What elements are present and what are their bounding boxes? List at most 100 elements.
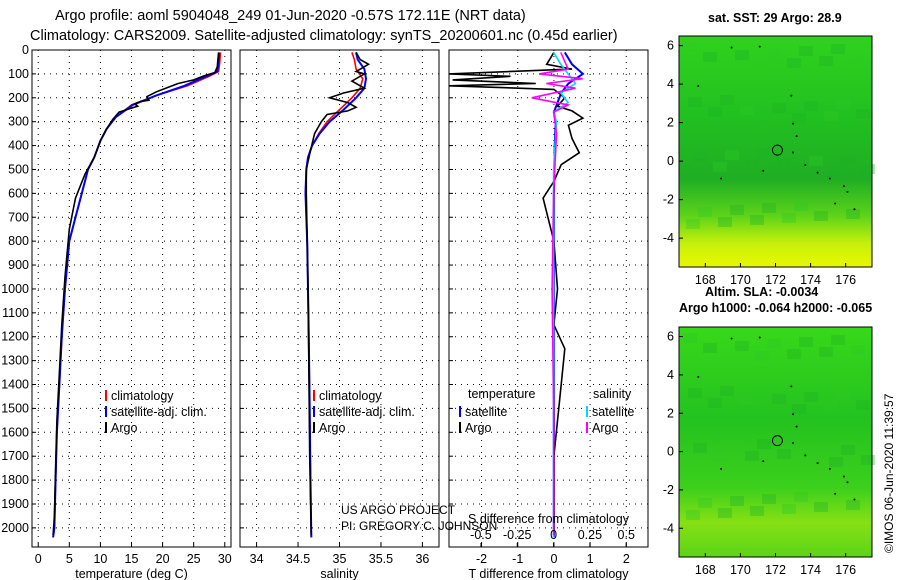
x-tick-label: 30: [218, 552, 232, 566]
salinity-panel: 34 34.5 35 35.5 36 salinity climatology satelli…: [239, 49, 440, 580]
map-cell: [851, 345, 865, 355]
map-cell: [841, 445, 855, 455]
map-cell: [836, 390, 850, 400]
x-tick-label: 1: [587, 552, 594, 566]
island-dot: [697, 375, 700, 378]
map-cell: [730, 205, 744, 215]
y-tick-label: 1200: [1, 330, 29, 344]
map-cell: [735, 341, 749, 351]
map-x-tick-label: 176: [835, 273, 856, 287]
sst-label: sat. SST:: [708, 11, 760, 25]
temperature-panel: 0100200300400500600700800900100011001200…: [1, 43, 232, 580]
map-cell: [745, 160, 759, 170]
map-cell: [824, 402, 838, 412]
x-tick-label: 25: [187, 552, 201, 566]
x-tick-label: 5: [66, 552, 73, 566]
map-cell: [799, 46, 813, 56]
y-tick-label: 1600: [1, 425, 29, 439]
x-tick-label: 35: [333, 552, 347, 566]
map-cell: [693, 443, 707, 453]
y-tick-label: 400: [8, 139, 29, 153]
map-cell: [750, 506, 764, 516]
argo-location-marker: [771, 144, 783, 156]
map-cell: [804, 101, 818, 111]
map-cell: [831, 44, 845, 54]
y-tick-label: 1100: [2, 306, 29, 320]
secondary-x-tick-label: 0.25: [578, 528, 602, 542]
island-dot: [720, 467, 723, 470]
map-cell: [841, 154, 855, 164]
map-cell: [718, 508, 732, 518]
secondary-x-tick-label: 0.5: [618, 528, 635, 542]
y-tick-label: 800: [8, 234, 29, 248]
map-cell: [718, 217, 732, 227]
map-cell: [831, 335, 845, 345]
figure-title-line2: Climatology: CARS2009. Satellite-adjuste…: [30, 28, 618, 44]
map-cell: [861, 164, 875, 174]
map-x-tick-label: 172: [765, 563, 786, 577]
map-cell: [735, 50, 749, 60]
x-tick-label: -1: [512, 552, 523, 566]
island-dot: [853, 208, 856, 211]
y-tick-label: 0: [22, 43, 29, 57]
map-cell: [846, 500, 860, 510]
map-cell: [757, 439, 771, 449]
island-dot: [792, 441, 795, 444]
map-cell: [836, 99, 850, 109]
map-cell: [730, 496, 744, 506]
legend-label: satellite: [592, 405, 634, 419]
map-cell: [725, 150, 739, 160]
map-cell: [708, 107, 722, 117]
map-cell: [772, 103, 786, 113]
map-cell: [814, 502, 828, 512]
x-tick-label: 0: [550, 552, 557, 566]
series-line-argo: [52, 52, 220, 536]
y-tick-label: 1300: [1, 354, 29, 368]
island-dot: [790, 94, 793, 97]
map-cell: [856, 109, 870, 119]
map-y-tick-label: 4: [667, 368, 674, 382]
map-y-tick-label: -2: [663, 483, 674, 497]
map-x-tick-label: 174: [800, 273, 821, 287]
map-cell: [856, 400, 870, 410]
y-tick-label: 1400: [1, 378, 29, 392]
map-cell: [688, 97, 702, 107]
legend-label: satellite-adj. clim.: [111, 405, 207, 419]
x-tick-label: 20: [156, 552, 170, 566]
legend-label: Argo: [111, 421, 137, 435]
island-dot: [842, 475, 845, 478]
panel-frame: [448, 49, 649, 548]
map-cell: [782, 213, 796, 223]
legend-label: climatology: [319, 389, 382, 403]
secondary-x-tick-label: 0: [550, 528, 557, 542]
y-tick-label: 1800: [1, 473, 29, 487]
map-x-tick-label: 176: [835, 563, 856, 577]
map-cell: [846, 209, 860, 219]
map-cell: [755, 351, 769, 361]
map-cell: [772, 394, 786, 404]
y-tick-label: 1500: [1, 401, 29, 415]
map-cell: [767, 48, 781, 58]
map-cell: [829, 166, 843, 176]
map-y-tick-label: 2: [667, 406, 674, 420]
map-cell: [794, 492, 808, 502]
island-dot: [792, 122, 795, 125]
island-dot: [804, 163, 807, 166]
map-cell: [740, 396, 754, 406]
island-dot: [842, 185, 845, 188]
map-x-tick-label: 170: [730, 273, 751, 287]
y-tick-label: 1900: [1, 497, 29, 511]
map-field: [679, 36, 872, 267]
map-y-tick-label: -4: [663, 521, 674, 535]
map-cell: [708, 398, 722, 408]
map-cell: [698, 207, 712, 217]
island-dot: [846, 481, 849, 484]
series-line-argo: [305, 52, 371, 536]
map-cell: [703, 52, 717, 62]
island-dot: [834, 492, 837, 495]
map-cell: [755, 60, 769, 70]
x-tick-label: 10: [93, 552, 107, 566]
island-dot: [795, 425, 798, 428]
legend-label: satellite-adj. clim.: [319, 405, 415, 419]
map-cell: [777, 449, 791, 459]
